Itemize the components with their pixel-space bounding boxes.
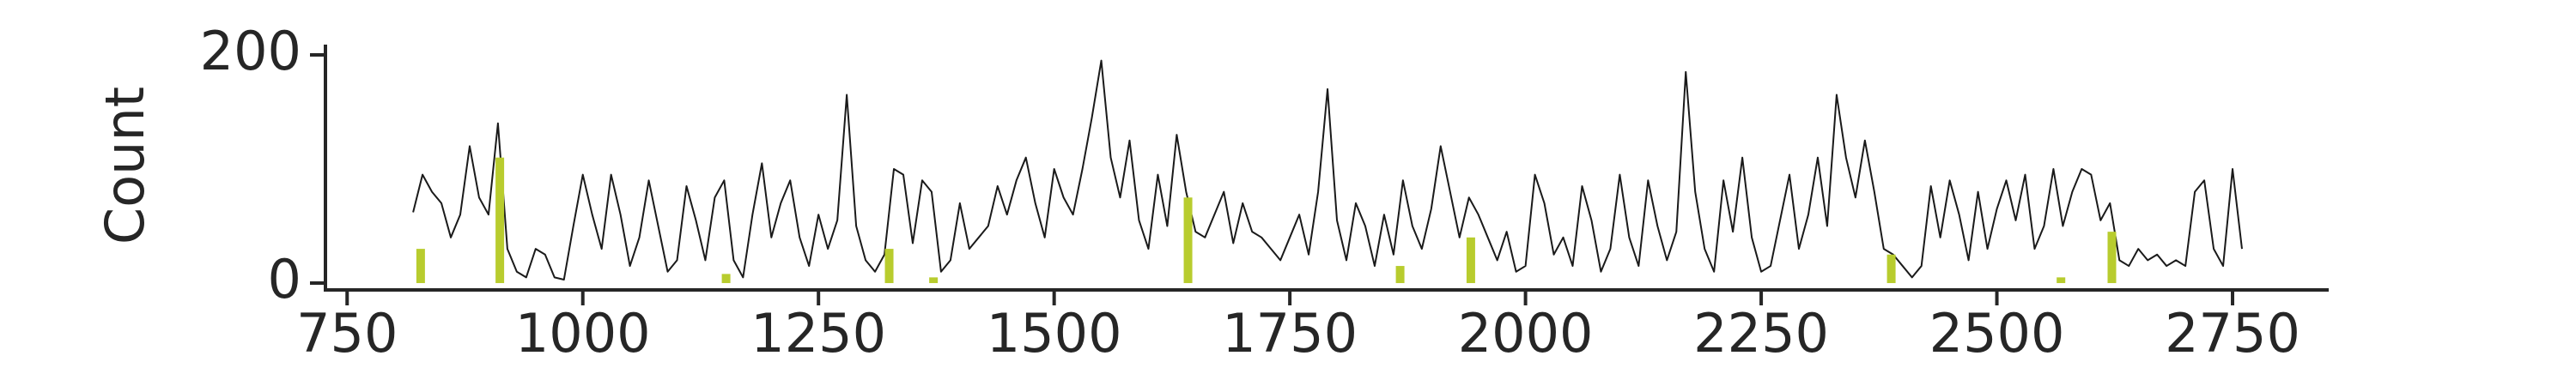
bar	[2107, 232, 2117, 284]
plot-area	[412, 59, 2243, 284]
bar	[1183, 197, 1193, 284]
bar	[1886, 254, 1896, 284]
bar	[929, 277, 939, 284]
bar	[495, 157, 505, 284]
x-tick-label: 1750	[1222, 302, 1358, 365]
y-tick-label: 200	[200, 20, 301, 82]
x-tick-label: 2750	[2165, 302, 2300, 365]
bar	[1395, 266, 1405, 284]
bar	[1466, 237, 1475, 284]
x-tick-label: 750	[296, 302, 398, 365]
x-tick-label: 1500	[987, 302, 1122, 365]
y-tick-label: 0	[268, 248, 301, 311]
x-tick-label: 2500	[1929, 302, 2065, 365]
bar	[721, 274, 731, 284]
bar	[884, 249, 894, 284]
bar	[2057, 277, 2066, 284]
x-tick-label: 2250	[1693, 302, 1829, 365]
x-tick-label: 1000	[515, 302, 651, 365]
data-line	[412, 59, 2243, 281]
bar	[416, 249, 425, 284]
y-axis-label: Count	[94, 87, 156, 244]
x-tick-label: 1250	[750, 302, 886, 365]
x-tick-label: 2000	[1458, 302, 1594, 365]
